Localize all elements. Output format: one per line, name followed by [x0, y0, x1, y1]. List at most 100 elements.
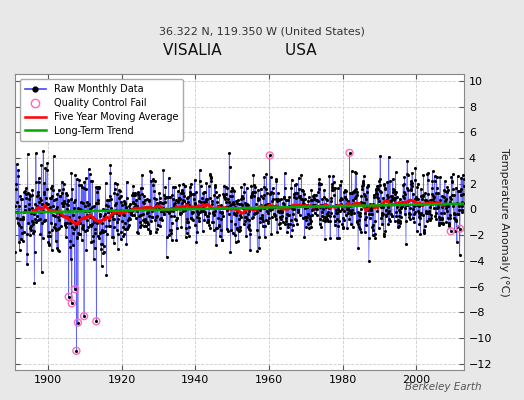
Point: [46, 195, 54, 201]
Point: [329, 186, 337, 193]
Point: [364, 207, 372, 214]
Point: [97, 246, 105, 252]
Point: [163, 194, 172, 200]
Point: [88, 178, 96, 184]
Point: [450, 215, 458, 221]
Point: [389, 186, 398, 192]
Point: [249, 189, 257, 196]
Point: [263, 190, 271, 196]
Point: [292, 202, 301, 208]
Point: [80, 313, 88, 319]
Point: [167, 230, 176, 236]
Point: [323, 196, 331, 203]
Point: [281, 215, 290, 222]
Point: [352, 192, 360, 199]
Point: [193, 210, 202, 217]
Point: [165, 232, 173, 238]
Point: [199, 205, 208, 212]
Point: [34, 216, 42, 223]
Point: [224, 204, 233, 211]
Point: [160, 208, 169, 214]
Point: [144, 209, 152, 216]
Point: [346, 202, 354, 208]
Point: [143, 219, 151, 225]
Point: [402, 202, 410, 208]
Point: [386, 198, 395, 204]
Point: [302, 214, 310, 220]
Point: [323, 211, 332, 218]
Point: [312, 192, 320, 198]
Point: [431, 200, 439, 206]
Point: [390, 218, 399, 224]
Point: [331, 221, 339, 228]
Point: [133, 229, 141, 236]
Point: [439, 221, 447, 227]
Point: [371, 231, 379, 238]
Point: [321, 236, 329, 242]
Point: [27, 223, 36, 229]
Point: [441, 178, 449, 185]
Point: [179, 190, 188, 196]
Point: [39, 207, 47, 214]
Point: [297, 203, 305, 209]
Point: [408, 180, 416, 187]
Point: [100, 243, 108, 250]
Point: [282, 218, 290, 225]
Point: [354, 221, 362, 228]
Point: [357, 200, 366, 206]
Point: [226, 193, 234, 200]
Point: [207, 178, 215, 184]
Point: [427, 200, 435, 207]
Point: [241, 218, 249, 224]
Point: [46, 204, 54, 210]
Title: VISALIA             USA: VISALIA USA: [162, 43, 316, 58]
Point: [12, 186, 20, 192]
Point: [327, 210, 335, 216]
Point: [59, 203, 68, 209]
Point: [253, 209, 261, 216]
Point: [140, 193, 148, 200]
Point: [249, 214, 257, 220]
Point: [359, 180, 367, 186]
Point: [403, 171, 411, 178]
Point: [373, 194, 381, 200]
Point: [361, 228, 369, 235]
Point: [129, 190, 137, 196]
Point: [84, 202, 93, 208]
Point: [444, 223, 453, 230]
Point: [368, 211, 376, 218]
Point: [78, 183, 86, 190]
Point: [393, 201, 401, 208]
Point: [345, 150, 354, 156]
Point: [391, 195, 399, 202]
Point: [348, 189, 356, 196]
Point: [136, 212, 144, 218]
Point: [408, 169, 416, 176]
Point: [363, 189, 371, 195]
Point: [252, 210, 260, 216]
Point: [370, 232, 378, 238]
Point: [221, 184, 230, 190]
Point: [61, 220, 69, 227]
Point: [257, 212, 266, 218]
Point: [121, 200, 129, 207]
Point: [453, 200, 462, 206]
Point: [130, 211, 138, 218]
Point: [233, 200, 242, 206]
Point: [138, 172, 146, 178]
Point: [167, 212, 175, 219]
Point: [407, 178, 415, 184]
Point: [359, 199, 368, 206]
Point: [160, 211, 168, 218]
Point: [173, 225, 181, 231]
Point: [369, 201, 377, 208]
Point: [201, 211, 210, 217]
Point: [352, 170, 361, 177]
Point: [228, 185, 236, 191]
Point: [243, 200, 251, 207]
Point: [134, 189, 142, 196]
Point: [223, 185, 232, 191]
Point: [43, 167, 51, 173]
Point: [227, 188, 235, 194]
Point: [71, 172, 79, 178]
